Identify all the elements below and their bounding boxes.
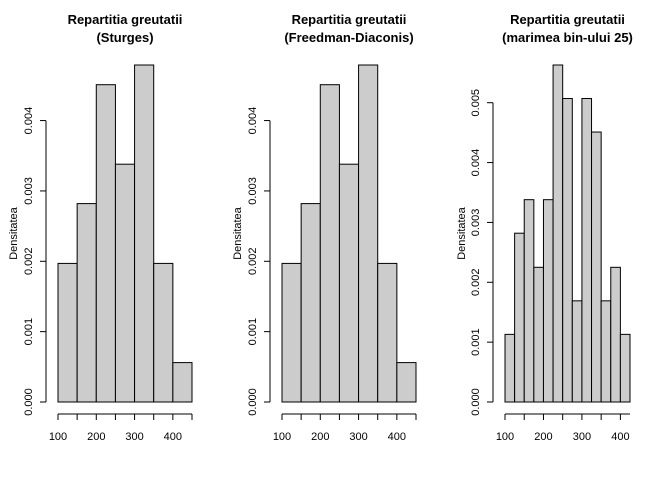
histogram-bar [600, 300, 612, 403]
x-tick-label: 100 [273, 431, 291, 443]
histogram-panel-freedman-diaconis: Repartitia greutatii (Freedman-Diaconis)… [232, 12, 417, 443]
y-tick-label: 0.000 [247, 388, 259, 416]
histogram-bar [619, 333, 631, 403]
histogram-bar [514, 232, 525, 403]
panel-title-line1: Repartitia greutatii [510, 12, 625, 27]
histogram-bar [76, 203, 97, 403]
histogram-bar [281, 262, 302, 403]
panel-title-line1: Repartitia greutatii [68, 12, 183, 27]
histogram-bar [153, 262, 174, 403]
x-tick-label: 100 [49, 431, 67, 443]
histogram-panel-bin-25: Repartitia greutatii (marimea bin-ului 2… [456, 12, 633, 443]
histogram-bar [358, 64, 379, 403]
x-tick-label: 200 [87, 431, 105, 443]
x-tick-label: 200 [311, 431, 329, 443]
y-tick-label: 0.002 [470, 269, 482, 297]
y-tick-label: 0.001 [23, 318, 35, 346]
x-tick-label: 300 [573, 431, 591, 443]
histogram-bar [552, 64, 564, 403]
histogram-bar [610, 266, 621, 403]
panel-title-line2: (Freedman-Diaconis) [284, 30, 413, 45]
histogram-bar [591, 131, 602, 403]
histogram-bar [319, 84, 340, 403]
y-tick-label: 0.001 [470, 328, 482, 356]
x-tick-label: 400 [164, 431, 182, 443]
panel-title-line1: Repartitia greutatii [292, 12, 407, 27]
histogram-bar [172, 362, 193, 403]
histogram-bar [542, 199, 554, 403]
histogram-bar [571, 300, 583, 403]
histogram-bar [533, 266, 544, 403]
histogram-bar [523, 199, 535, 403]
y-axis-label: Densitatea [232, 206, 244, 259]
x-tick-label: 400 [611, 431, 629, 443]
y-tick-label: 0.001 [247, 318, 259, 346]
histogram-bar [134, 64, 155, 403]
y-tick-label: 0.002 [23, 248, 35, 276]
y-tick-label: 0.004 [247, 107, 259, 135]
histogram-bar [95, 84, 116, 403]
x-tick-label: 100 [496, 431, 514, 443]
y-tick-label: 0.002 [247, 248, 259, 276]
y-tick-label: 0.005 [470, 89, 482, 117]
histogram-bar [377, 262, 398, 403]
y-axis-label: Densitatea [456, 206, 468, 259]
panel-title-line2: (marimea bin-ului 25) [502, 30, 633, 45]
histogram-bar [300, 203, 321, 403]
y-tick-label: 0.000 [470, 388, 482, 416]
y-tick-label: 0.004 [470, 149, 482, 177]
y-tick-label: 0.003 [470, 209, 482, 237]
x-tick-label: 300 [125, 431, 143, 443]
y-tick-label: 0.004 [23, 107, 35, 135]
x-tick-label: 200 [534, 431, 552, 443]
histogram-bar [114, 163, 136, 403]
histogram-bar [562, 98, 573, 403]
histogram-panel-sturges: Repartitia greutatii (Sturges) Densitate… [8, 12, 193, 443]
panel-title-line2: (Sturges) [96, 30, 153, 45]
histogram-bar [504, 333, 516, 403]
y-tick-label: 0.000 [23, 388, 35, 416]
x-tick-label: 400 [388, 431, 406, 443]
histogram-bar [581, 98, 593, 403]
histogram-bar [338, 163, 360, 403]
histogram-bar [396, 362, 417, 403]
histogram-bar [57, 262, 78, 403]
y-axis-label: Densitatea [8, 206, 20, 259]
y-tick-label: 0.003 [247, 177, 259, 205]
x-tick-label: 300 [349, 431, 367, 443]
y-tick-label: 0.003 [23, 177, 35, 205]
